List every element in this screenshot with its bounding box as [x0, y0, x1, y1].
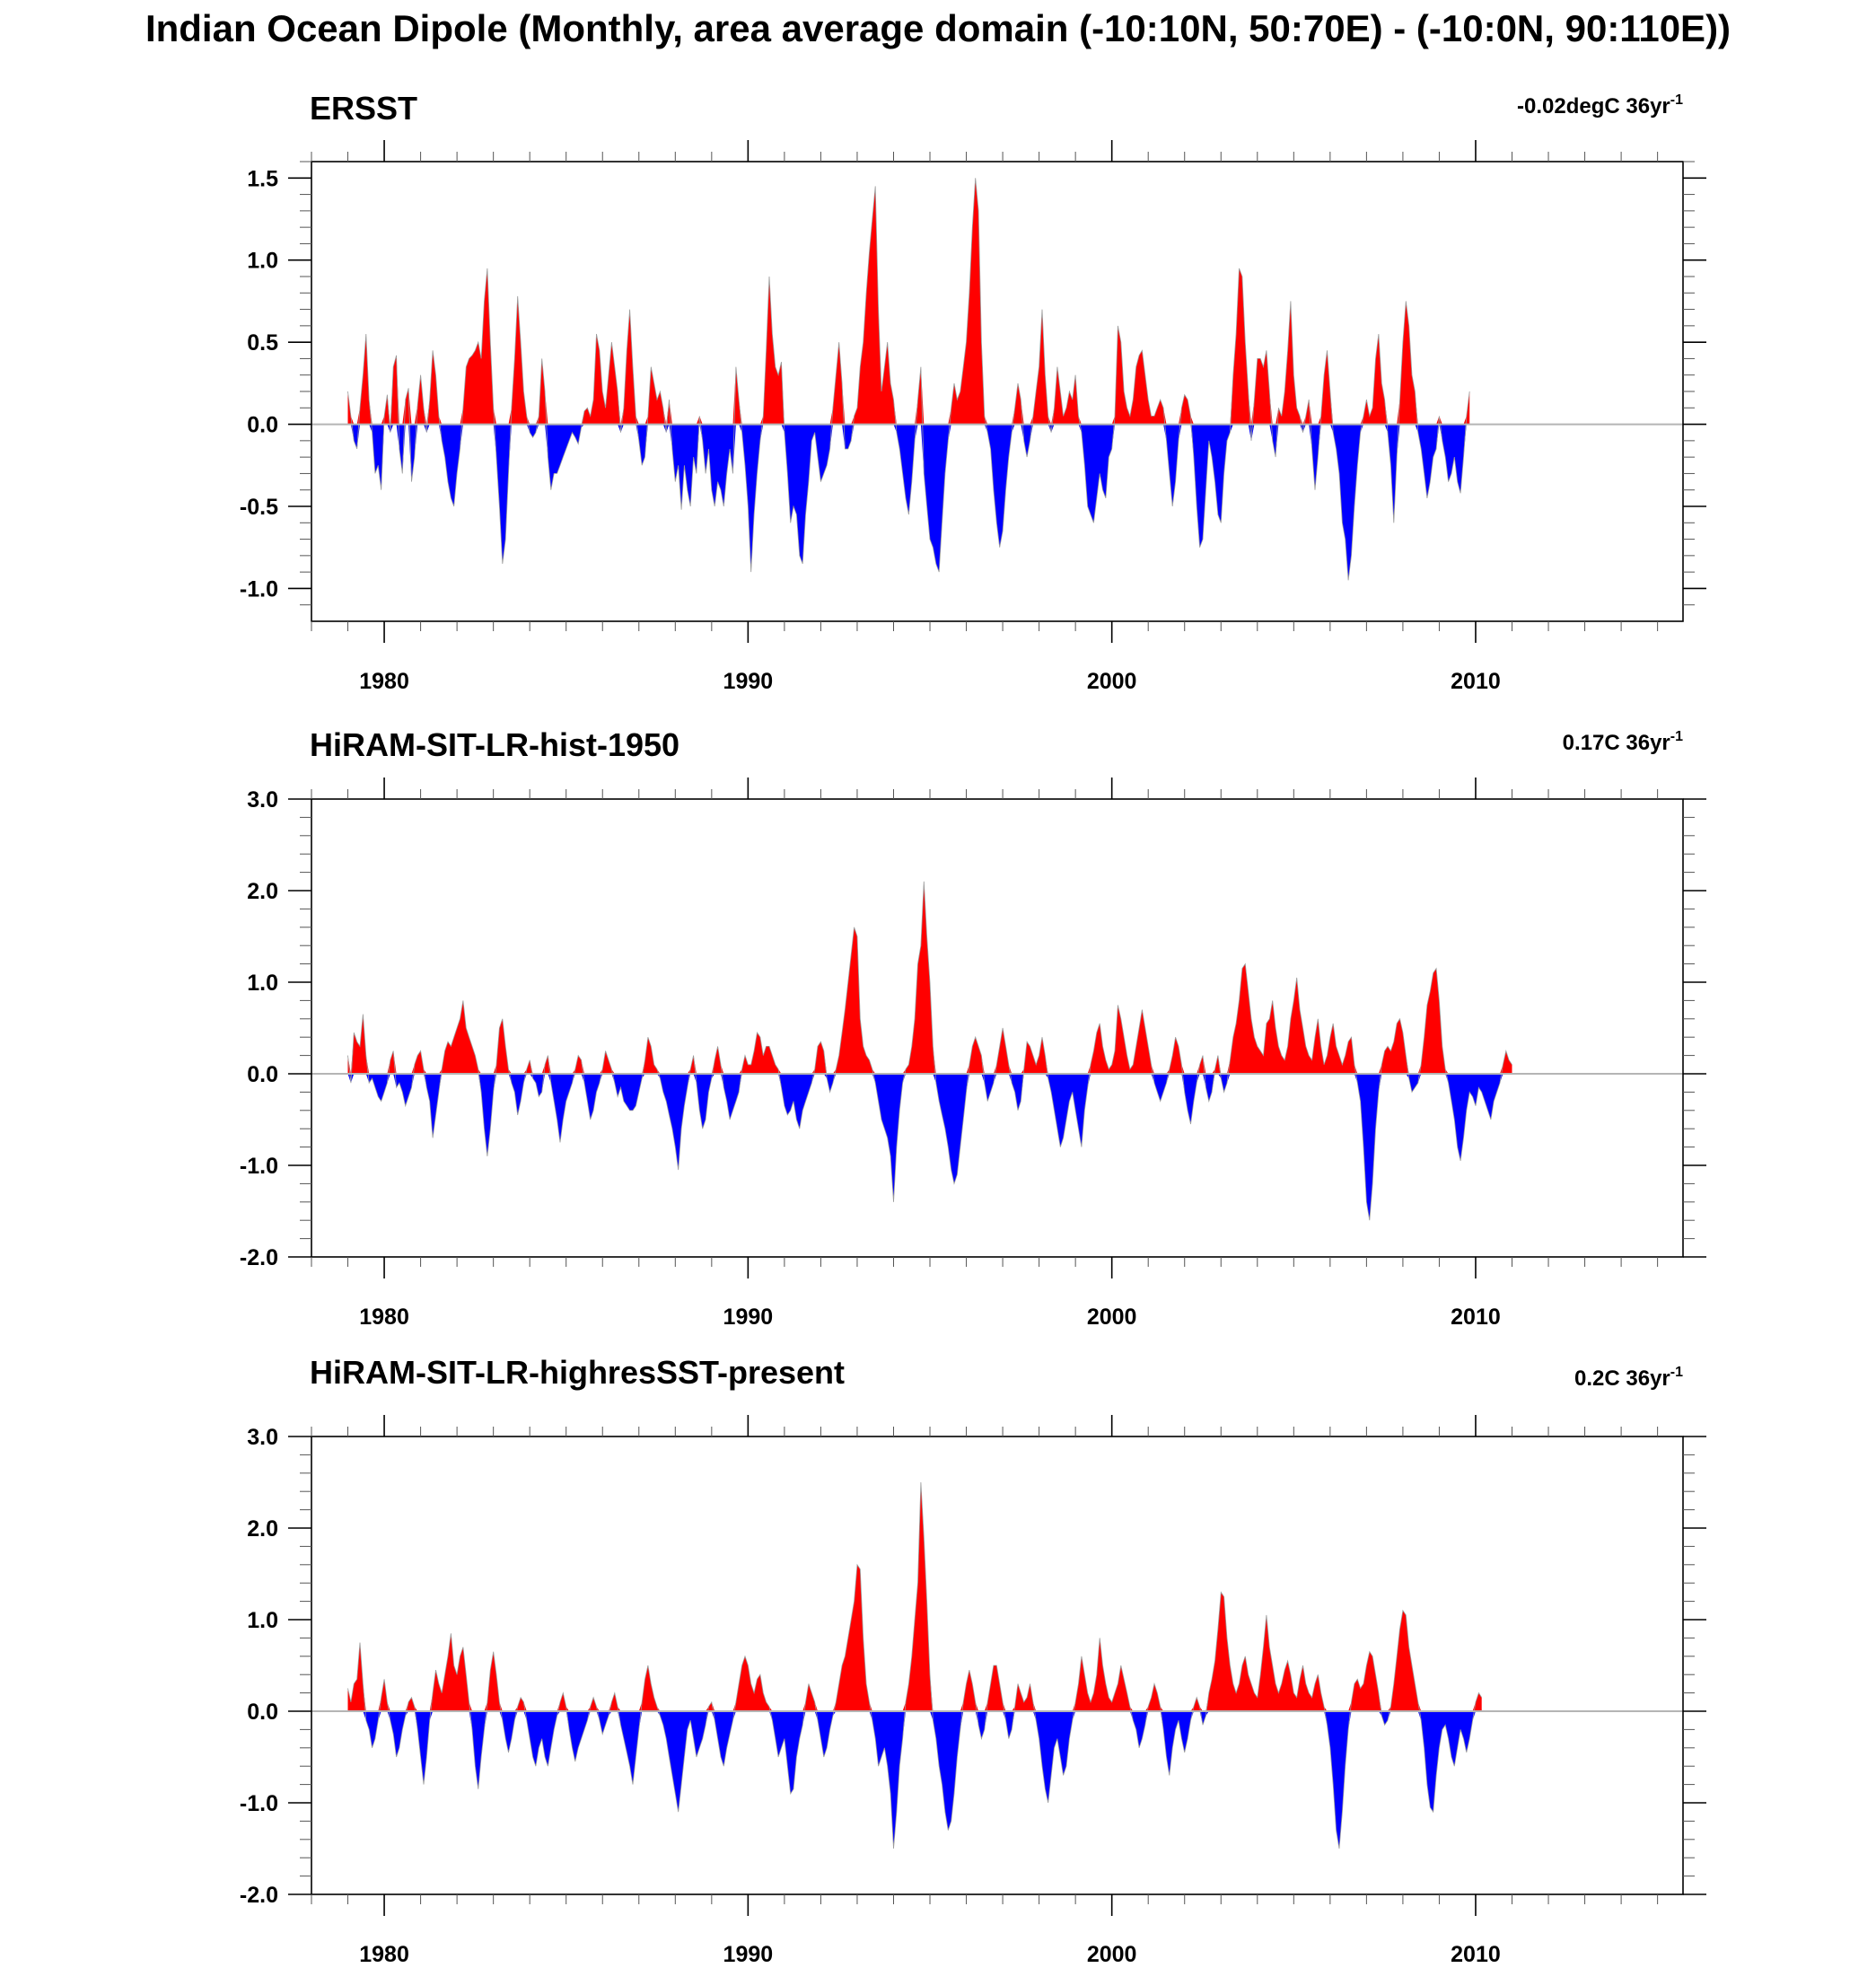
- x-tick-label: 1980: [359, 669, 409, 694]
- x-tick-label: 1990: [723, 1305, 774, 1330]
- y-tick-label: 2.0: [247, 1516, 278, 1542]
- y-tick-label: -1.0: [240, 1154, 278, 1179]
- trend-annotation: 0.2C 36yr-1: [1574, 1365, 1683, 1391]
- negative-anomaly-area: [347, 1711, 1482, 1849]
- x-tick-label: 1990: [723, 669, 774, 694]
- y-tick-label: 0.0: [247, 1062, 278, 1087]
- y-tick-label: 0.0: [247, 1700, 278, 1725]
- y-tick-label: -2.0: [240, 1245, 278, 1270]
- chart-title: HiRAM-SIT-LR-highresSST-present: [310, 1354, 845, 1391]
- y-tick-label: 1.5: [247, 166, 278, 191]
- y-tick-label: -1.0: [240, 576, 278, 602]
- x-tick-label: 1980: [359, 1942, 409, 1967]
- plot-area: 3.0 2.0 1.0 0.0 -1.0 -2.0 1980 1990 2000 2010: [240, 1415, 1706, 1967]
- x-tick-label: 2000: [1087, 1305, 1137, 1330]
- chart-panel-highressst-present: HiRAM-SIT-LR-highresSST-present 0.2C 36y…: [240, 1354, 1706, 1967]
- x-tick-label: 2000: [1087, 669, 1137, 694]
- plot-frame: [311, 1436, 1684, 1895]
- x-tick-label: 1990: [723, 1942, 774, 1967]
- x-tick-label: 2010: [1451, 1305, 1501, 1330]
- chart-title: ERSST: [310, 90, 417, 127]
- trend-text: 0.2C 36yr: [1574, 1366, 1670, 1391]
- trend-annotation: 0.17C 36yr-1: [1563, 729, 1683, 755]
- plot-area: 1.5 1.0 0.5 0.0 -0.5 -1.0 1980 1990 2000 2010: [240, 140, 1706, 694]
- trend-superscript: -1: [1670, 1365, 1683, 1380]
- y-tick-label: -1.0: [240, 1791, 278, 1816]
- y-tick-label: 1.0: [247, 971, 278, 996]
- y-tick-label: -2.0: [240, 1883, 278, 1908]
- series-line: [347, 1481, 1483, 1849]
- x-tick-label: 2010: [1451, 669, 1501, 694]
- y-tick-label: 2.0: [247, 879, 278, 904]
- positive-anomaly-area: [347, 178, 1470, 425]
- plot-area: 3.0 2.0 1.0 0.0 -1.0 -2.0 1980 1990 2000 2010: [240, 778, 1706, 1330]
- negative-anomaly-area: [347, 424, 1470, 581]
- y-tick-label: 0.5: [247, 330, 278, 356]
- y-tick-label: 3.0: [247, 787, 278, 813]
- y-tick-label: 1.0: [247, 1608, 278, 1633]
- y-tick-label: 1.0: [247, 249, 278, 274]
- x-tick-label: 1980: [359, 1305, 409, 1330]
- trend-superscript: -1: [1670, 729, 1683, 744]
- trend-text: 0.17C 36yr: [1563, 731, 1670, 755]
- plot-frame: [311, 798, 1684, 1258]
- chart-panel-ersst: ERSST -0.02degC 36yr-1 1.5 1.0 0.5 0.0 -0.5 -…: [240, 90, 1706, 694]
- negative-anomaly-area: [347, 1074, 1512, 1221]
- positive-anomaly-area: [347, 1482, 1482, 1711]
- series-line: [347, 881, 1512, 1221]
- positive-anomaly-area: [347, 881, 1512, 1074]
- chart-panel-hist-1950: HiRAM-SIT-LR-hist-1950 0.17C 36yr-1 3.0 2…: [240, 726, 1706, 1330]
- x-tick-label: 2010: [1451, 1942, 1501, 1967]
- figure-title: Indian Ocean Dipole (Monthly, area avera…: [145, 7, 1731, 49]
- y-tick-label: -0.5: [240, 495, 278, 520]
- y-tick-label: 0.0: [247, 413, 278, 438]
- chart-title: HiRAM-SIT-LR-hist-1950: [310, 726, 679, 763]
- series-line: [347, 178, 1470, 581]
- trend-superscript: -1: [1670, 92, 1683, 108]
- trend-text: -0.02degC 36yr: [1517, 94, 1670, 119]
- y-tick-label: 3.0: [247, 1425, 278, 1450]
- trend-annotation: -0.02degC 36yr-1: [1517, 92, 1683, 119]
- x-tick-label: 2000: [1087, 1942, 1137, 1967]
